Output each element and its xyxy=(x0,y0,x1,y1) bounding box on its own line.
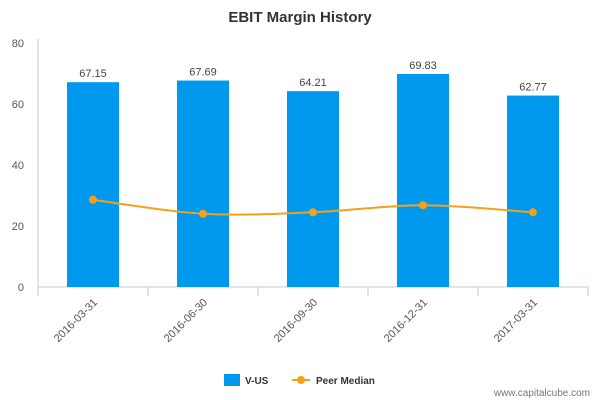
source-credit: www.capitalcube.com xyxy=(493,388,590,399)
x-tick-label: 2017-03-31 xyxy=(492,297,540,345)
bar-series xyxy=(67,74,559,288)
y-tick-label: 80 xyxy=(12,38,24,50)
bar-data-label: 69.83 xyxy=(409,60,437,72)
bar-v-us xyxy=(507,95,559,287)
x-tick-label: 2016-12-31 xyxy=(382,297,430,345)
bar-v-us xyxy=(177,80,229,287)
bar-data-label: 64.21 xyxy=(299,77,327,89)
peer-median-series xyxy=(89,195,537,218)
y-axis: 0 20 40 60 80 xyxy=(12,38,39,294)
peer-median-point xyxy=(529,208,537,217)
chart-title: EBIT Margin History xyxy=(228,9,372,26)
y-tick-label: 0 xyxy=(18,282,24,294)
bar-data-label: 67.15 xyxy=(79,68,107,80)
bar-v-us xyxy=(287,91,339,287)
peer-median-point xyxy=(419,201,427,210)
y-tick-label: 20 xyxy=(12,221,24,233)
x-tick-label: 2016-03-31 xyxy=(52,297,100,345)
legend-swatch-v-us xyxy=(224,374,240,386)
legend-label-peer-median: Peer Median xyxy=(316,376,375,387)
x-tick-label: 2016-06-30 xyxy=(162,297,210,345)
peer-median-point xyxy=(309,208,317,217)
peer-median-point xyxy=(199,209,207,218)
bar-data-label: 67.69 xyxy=(189,67,217,79)
bar-v-us xyxy=(397,74,449,288)
bar-v-us xyxy=(67,82,119,287)
chart-legend: V-US Peer Median xyxy=(224,374,375,387)
legend-label-v-us: V-US xyxy=(245,376,269,387)
x-tick-label: 2016-09-30 xyxy=(272,297,320,345)
bar-data-label: 62.77 xyxy=(519,82,547,94)
legend-swatch-peer-median-marker xyxy=(297,376,305,384)
peer-median-point xyxy=(89,195,97,204)
x-axis: 2016-03-31 2016-06-30 2016-09-30 2016-12-31… xyxy=(37,286,589,345)
bar-data-labels: 67.15 67.69 64.21 69.83 62.77 xyxy=(79,60,547,94)
y-tick-label: 40 xyxy=(12,160,24,172)
y-tick-label: 60 xyxy=(12,99,24,111)
